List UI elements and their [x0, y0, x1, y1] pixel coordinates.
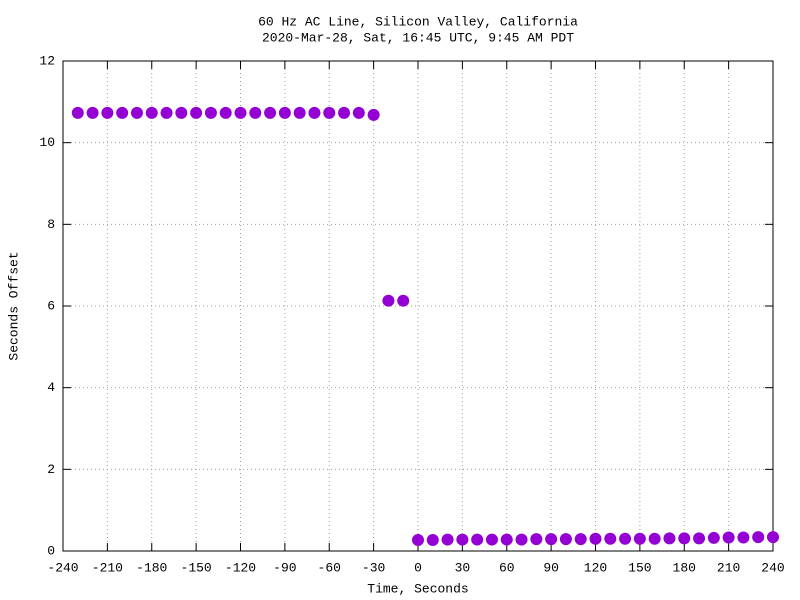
point — [412, 533, 424, 546]
point — [219, 106, 232, 119]
point — [278, 106, 291, 119]
point — [323, 106, 336, 119]
point — [86, 106, 99, 119]
point — [678, 532, 691, 545]
x-tick-label: -120 — [225, 560, 256, 575]
x-tick-label: -210 — [92, 560, 123, 575]
point — [204, 106, 217, 119]
point — [530, 533, 543, 546]
chart-subtitle: 2020-Mar-28, Sat, 16:45 UTC, 9:45 AM PDT — [262, 30, 574, 45]
point — [559, 533, 572, 546]
x-tick-label: 240 — [761, 560, 784, 575]
x-tick-label: -240 — [47, 560, 78, 575]
y-tick-label: 0 — [47, 543, 55, 558]
point — [471, 533, 484, 546]
x-tick-label: 0 — [414, 560, 422, 575]
x-tick-label: 150 — [628, 560, 651, 575]
x-tick-label: -150 — [181, 560, 212, 575]
y-tick-label: 8 — [47, 217, 55, 232]
x-tick-label: 30 — [455, 560, 471, 575]
point — [767, 531, 779, 544]
point — [604, 532, 617, 545]
point — [648, 532, 661, 545]
point — [545, 533, 558, 546]
x-tick-label: -60 — [318, 560, 341, 575]
x-tick-label: 90 — [543, 560, 559, 575]
x-tick-label: 210 — [717, 560, 740, 575]
y-axis-label: Seconds Offset — [6, 251, 21, 360]
y-tick-label: 12 — [39, 53, 55, 68]
point — [752, 531, 765, 544]
point — [175, 106, 188, 119]
point — [707, 531, 720, 544]
point — [619, 532, 632, 545]
x-tick-label: 180 — [673, 560, 696, 575]
point — [234, 106, 247, 119]
point — [367, 108, 380, 121]
point — [308, 106, 321, 119]
point — [145, 106, 158, 119]
point — [160, 106, 173, 119]
point — [485, 533, 498, 546]
x-tick-label: -180 — [136, 560, 167, 575]
point — [693, 532, 706, 545]
point — [101, 106, 114, 119]
point — [589, 532, 602, 545]
point — [249, 106, 262, 119]
point — [116, 106, 129, 119]
point — [382, 294, 395, 307]
x-tick-label: 60 — [499, 560, 515, 575]
point — [515, 533, 528, 546]
y-tick-label: 4 — [47, 380, 55, 395]
point — [737, 531, 750, 544]
x-tick-label: -30 — [362, 560, 385, 575]
y-tick-label: 2 — [47, 462, 55, 477]
point — [441, 533, 454, 546]
x-tick-label: 120 — [584, 560, 607, 575]
chart-title: 60 Hz AC Line, Silicon Valley, Californi… — [258, 14, 578, 29]
point — [574, 533, 587, 546]
point — [397, 294, 410, 307]
point — [352, 106, 365, 119]
x-tick-label: -90 — [273, 560, 296, 575]
y-tick-label: 6 — [47, 298, 55, 313]
point — [130, 106, 143, 119]
point — [426, 533, 439, 546]
point — [663, 532, 676, 545]
y-tick-label: 10 — [39, 135, 55, 150]
plot-border — [62, 60, 774, 552]
point — [633, 532, 646, 545]
point — [456, 533, 469, 546]
point — [338, 106, 351, 119]
point — [293, 106, 306, 119]
point — [190, 106, 203, 119]
point — [71, 106, 84, 119]
point — [264, 106, 277, 119]
point — [500, 533, 513, 546]
point — [722, 531, 735, 544]
x-axis-label: Time, Seconds — [367, 581, 468, 596]
